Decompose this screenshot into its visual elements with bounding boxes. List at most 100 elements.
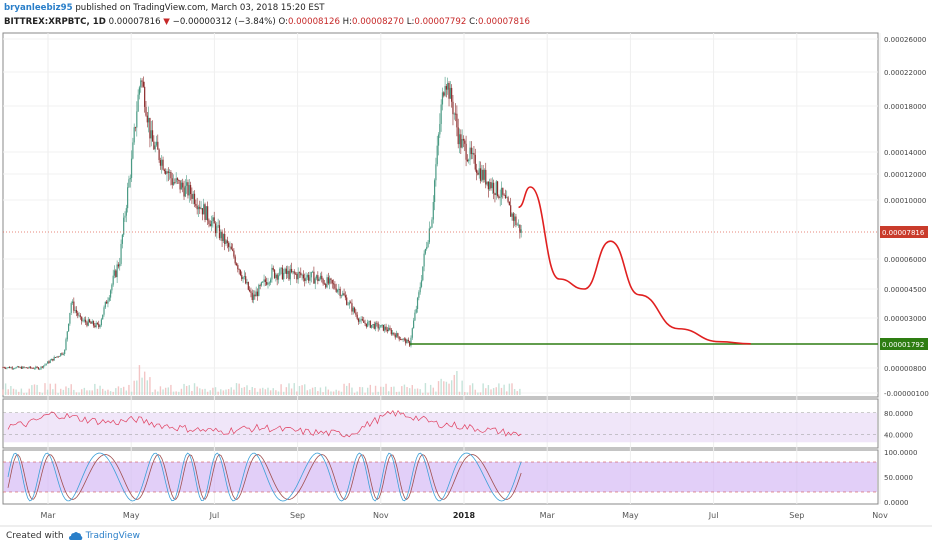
volume-bar [102,388,104,395]
volume-bar [506,391,508,395]
candle-body [140,80,142,88]
candle-body [453,113,455,115]
candle-body [466,159,468,162]
x-tick-label: May [123,511,140,520]
volume-bar [52,389,54,395]
footer: Created with TradingView [6,531,140,541]
close-label: C: [469,17,478,27]
candle-body [250,291,252,293]
candle-body [120,243,122,264]
candle-body [183,187,185,197]
volume-bar [83,387,86,395]
candle-body [7,367,9,368]
candle-body [112,275,114,285]
volume-bar [191,390,193,395]
volume-bar [466,392,469,395]
candle-body [186,182,188,186]
candle-body [393,332,395,335]
volume-bar [178,391,180,395]
volume-bar [33,384,36,395]
volume-bar [422,392,424,395]
candle-body [35,366,37,369]
volume-bar [385,383,387,395]
candle-body [330,278,332,281]
candle-body [507,197,509,202]
candle-body [465,143,467,160]
volume-bar [390,386,393,395]
candle-body [315,275,318,279]
candle-body [92,321,95,326]
candle-body [519,224,521,233]
candle-body [298,272,301,274]
candle-body [297,272,299,280]
volume-bar [151,392,154,395]
candle-body [457,127,459,145]
candle-body [158,149,160,161]
candle-body [117,264,120,267]
candle-body [125,208,127,216]
candle-body [310,271,312,278]
volume-bar [128,384,130,395]
candle-body [56,356,58,358]
volume-bar [285,387,288,395]
volume-bar [10,386,12,395]
tradingview-logo[interactable]: TradingView [68,531,140,541]
volume-bar [498,383,500,395]
volume-bar [99,385,101,395]
stoch-tick-label: 100.0000 [884,449,917,457]
candle-body [331,280,333,284]
candle-body [11,367,13,369]
candle-body [512,213,514,221]
candle-body [283,272,285,280]
candle-body [280,267,282,269]
volume-bar [340,391,343,395]
candle-body [137,94,139,112]
candle-body [494,193,496,196]
candle-body [19,366,21,368]
candle-body [57,356,59,358]
candle-body [378,327,381,329]
candle-body [255,291,257,297]
published-text: published on TradingView.com, March 03, … [75,3,325,13]
candle-body [495,181,497,196]
volume-bar [348,383,351,395]
candle-body [288,270,290,280]
candle-body [281,267,284,280]
author-link[interactable]: bryanleebiz95 [4,3,73,13]
candle-body [437,134,440,146]
x-tick-label: Nov [373,511,389,520]
volume-bar [461,380,463,395]
candle-body [212,217,214,222]
candle-body [165,171,167,174]
candle-body [23,366,25,368]
volume-bar [482,383,484,395]
volume-bar [319,387,322,395]
candle-body [60,353,62,357]
candle-body [515,216,517,226]
volume-bar [65,386,67,395]
candle-body [176,178,179,180]
volume-bar [241,387,243,395]
candle-body [12,368,15,370]
candle-body [444,86,446,96]
candle-body [213,217,215,224]
volume-bar [230,387,232,395]
candle-body [322,279,324,284]
candle-body [482,169,484,180]
candle-body [270,279,272,283]
price-tick-label: 0.00012000 [884,171,926,179]
candle-body [388,327,390,332]
volume-bar [91,390,93,395]
volume-bar [275,390,277,395]
candle-body [96,322,99,324]
candle-body [351,303,353,312]
candle-body [454,113,457,115]
candle-body [40,366,42,369]
candle-body [229,246,231,248]
volume-bar [332,391,335,395]
candle-body [154,145,156,150]
volume-bar [293,383,295,395]
candle-body [75,309,78,313]
volume-bar [157,391,159,395]
